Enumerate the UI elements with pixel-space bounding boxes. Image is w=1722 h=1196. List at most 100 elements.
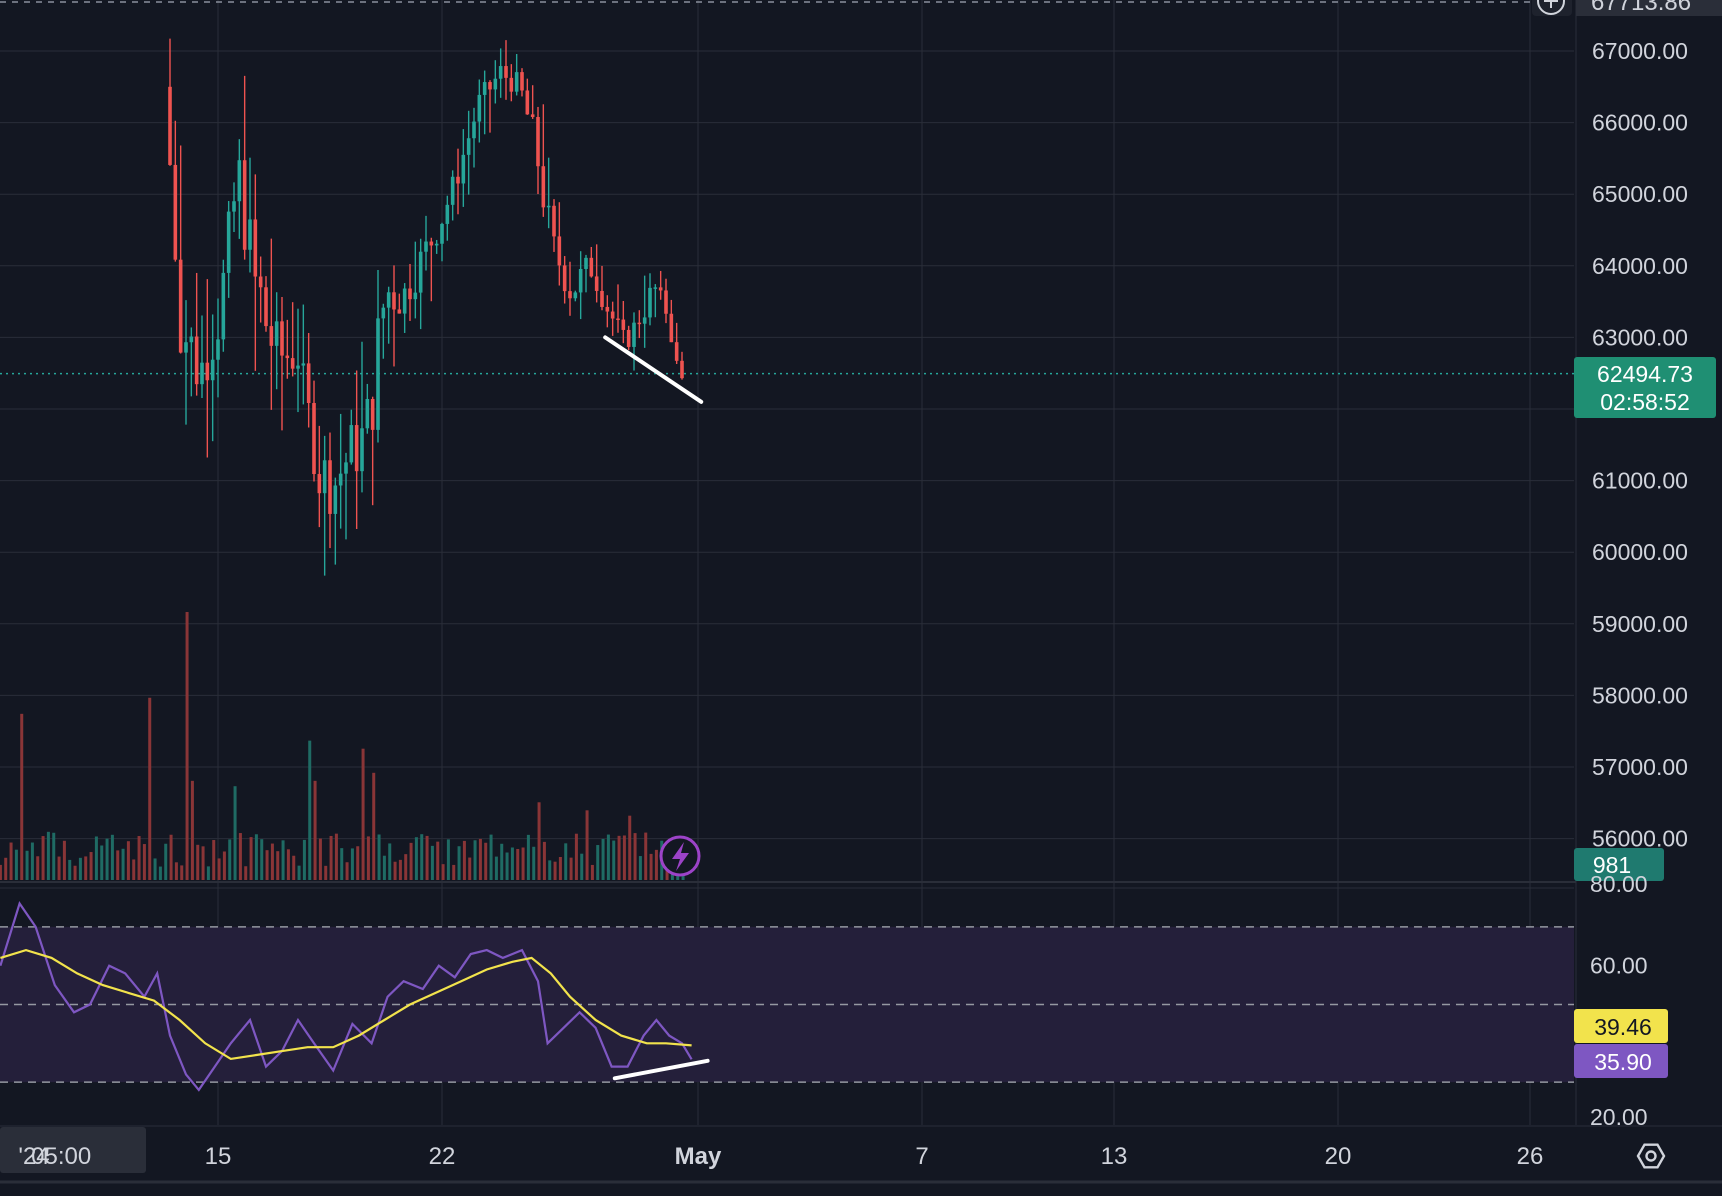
candle-up xyxy=(632,322,636,347)
price-axis-background[interactable] xyxy=(1576,0,1722,1125)
candle-up xyxy=(445,204,450,224)
gear-icon[interactable] xyxy=(1636,1143,1666,1169)
rsi-ma-line xyxy=(0,948,692,1061)
candle-up xyxy=(424,241,428,252)
volume-bar xyxy=(281,840,285,880)
candle-up xyxy=(386,292,391,308)
volume-bar xyxy=(0,864,2,880)
candle-up xyxy=(344,462,348,474)
rsi-levels xyxy=(0,926,1574,1083)
volume-bar xyxy=(569,857,573,880)
price-axis-label: 63000.00 xyxy=(1592,324,1688,350)
volume-bar xyxy=(169,834,173,880)
volume-bar xyxy=(36,856,40,880)
clipped-price-label: 67713.86 xyxy=(1591,0,1691,16)
volume-bar xyxy=(201,846,205,880)
volume-bar xyxy=(350,848,354,880)
volume-bar xyxy=(244,866,248,880)
volume-bar xyxy=(548,860,552,880)
candle-up xyxy=(248,219,252,250)
candle-up xyxy=(189,336,194,343)
volume-bar xyxy=(324,865,328,880)
volume-bar xyxy=(20,713,24,880)
candle-down xyxy=(562,265,567,292)
volume-bar xyxy=(228,839,232,880)
volume-bar xyxy=(537,802,541,880)
volume-bar xyxy=(382,855,386,880)
price-axis-labels: 67000.00 66000.00 65000.00 64000.00 63000.00… xyxy=(1592,38,1688,852)
candle-down xyxy=(610,311,615,319)
rsi-trendline[interactable] xyxy=(612,1058,710,1081)
candle-down xyxy=(242,160,247,250)
volume-bar xyxy=(94,836,98,880)
candle-down xyxy=(589,257,594,277)
time-axis-label: '24 xyxy=(18,1143,49,1170)
candle-down xyxy=(568,291,572,299)
volume-bar xyxy=(270,843,274,880)
plus-circle-icon[interactable] xyxy=(1537,0,1565,15)
candle-up xyxy=(482,82,487,95)
candle-down xyxy=(520,72,524,91)
volume-bar xyxy=(414,837,418,880)
candle-down xyxy=(253,219,258,277)
candle-down xyxy=(312,403,316,475)
price-axis-label: 58000.00 xyxy=(1592,682,1688,708)
time-axis-label: 20 xyxy=(1325,1143,1352,1170)
volume-bar xyxy=(260,839,264,880)
candle-down xyxy=(616,318,620,321)
candle-down xyxy=(525,90,530,115)
volume-bar xyxy=(222,851,226,880)
candle-up xyxy=(221,272,226,340)
candle-down xyxy=(637,322,642,325)
volume-value: 981 xyxy=(1593,852,1631,878)
time-axis-label: 05:00 xyxy=(31,1143,91,1170)
volume-bar xyxy=(212,840,216,880)
lightning-icon[interactable] xyxy=(659,835,701,877)
price-trendline[interactable] xyxy=(603,335,704,404)
volume-bar xyxy=(398,859,402,880)
candle-down xyxy=(408,288,412,300)
candle-down xyxy=(605,306,610,312)
volume-bar xyxy=(142,844,146,880)
candle-up xyxy=(472,121,476,139)
volume-bar xyxy=(340,848,344,880)
volume-bar xyxy=(217,858,221,880)
volume-bar xyxy=(526,834,530,880)
candle-down xyxy=(674,342,679,361)
candle-down xyxy=(536,116,540,167)
volume-bar xyxy=(462,840,466,880)
candle-up xyxy=(413,292,418,300)
candle-up xyxy=(498,66,503,79)
candle-up xyxy=(573,292,578,299)
volume-bar xyxy=(57,856,61,880)
volume-bar xyxy=(30,842,34,880)
volume-bar xyxy=(100,845,104,880)
volume-bar xyxy=(484,842,488,880)
candle-up xyxy=(466,138,471,155)
candle-down xyxy=(328,460,332,514)
candle-down xyxy=(504,66,508,78)
volume-bar xyxy=(4,857,8,880)
volume-bar xyxy=(286,849,290,880)
candle-up xyxy=(237,160,242,202)
candle-up xyxy=(274,321,279,346)
volume-bar xyxy=(334,833,338,880)
price-axis-label: 65000.00 xyxy=(1592,181,1688,207)
volume-bar xyxy=(500,843,504,880)
time-axis-label: May xyxy=(675,1143,722,1170)
volume-bar xyxy=(590,864,594,880)
volume-bar xyxy=(345,862,349,880)
volume-bar xyxy=(105,838,109,880)
candle-down xyxy=(258,276,263,288)
candle-down xyxy=(354,425,359,472)
volume-bar xyxy=(649,853,653,880)
candle-up xyxy=(210,359,215,381)
volume-bar xyxy=(292,855,296,880)
candle-down xyxy=(168,86,172,165)
volume-bar xyxy=(468,857,472,880)
volume-bar xyxy=(532,846,536,880)
volume-bar xyxy=(409,842,413,880)
candle-up xyxy=(184,342,188,353)
